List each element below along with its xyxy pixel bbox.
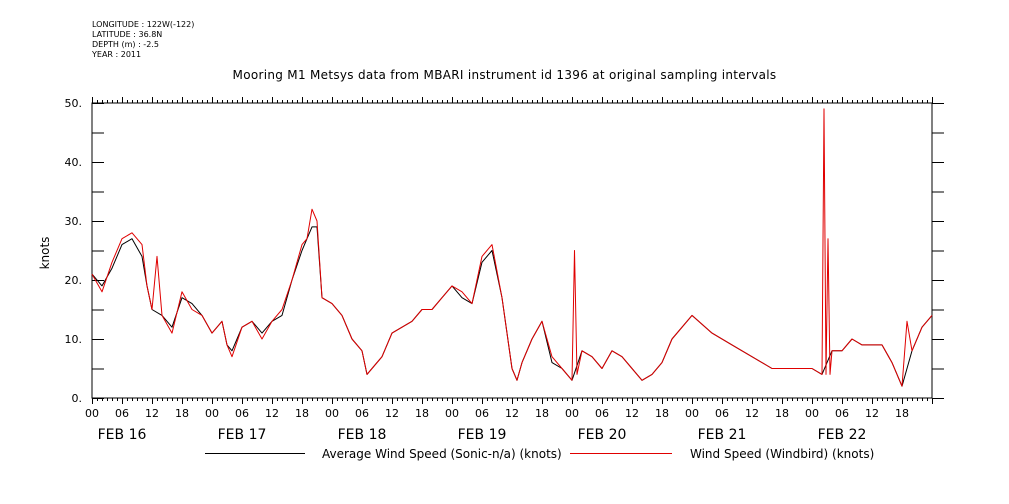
y-tick-label: 20. — [65, 274, 83, 287]
x-tick-label: 12 — [385, 407, 399, 420]
x-tick-label: 12 — [625, 407, 639, 420]
series-line-0 — [91, 226, 933, 387]
x-tick-label: 18 — [535, 407, 549, 420]
plot-axes: 00 06 12 18 00 06 12 18 00 06 12 18 00 06 12 18 00 06 12 18… — [65, 97, 944, 443]
chart-title: Mooring M1 Metsys data from MBARI instru… — [232, 68, 777, 82]
plot-frame — [91, 102, 933, 399]
x-tick-label: 18 — [175, 407, 189, 420]
x-day-label: FEB 18 — [338, 427, 387, 443]
plot-lines — [91, 108, 933, 387]
x-tick-label: 12 — [145, 407, 159, 420]
legend-label-1: Wind Speed (Windbird) (knots) — [690, 447, 874, 461]
x-day-label: FEB 20 — [578, 427, 627, 443]
series-line-1 — [91, 108, 933, 387]
x-tick-label: 00 — [85, 407, 99, 420]
x-day-label: FEB 19 — [458, 427, 507, 443]
y-tick-label: 50. — [65, 97, 83, 110]
x-tick-label: 18 — [895, 407, 909, 420]
x-day-label: FEB 21 — [698, 427, 747, 443]
x-day-label: FEB 17 — [218, 427, 267, 443]
x-tick-label: 06 — [595, 407, 609, 420]
x-tick-label: 12 — [265, 407, 279, 420]
x-tick-label: 06 — [835, 407, 849, 420]
x-tick-label: 00 — [685, 407, 699, 420]
x-tick-label: 12 — [865, 407, 879, 420]
legend-label-0: Average Wind Speed (Sonic-n/a) (knots) — [322, 447, 562, 461]
x-tick-label: 00 — [325, 407, 339, 420]
x-tick-label: 00 — [445, 407, 459, 420]
latitude-text: LATITUDE : 36.8N — [92, 30, 163, 39]
x-tick-label: 06 — [355, 407, 369, 420]
x-tick-label: 18 — [415, 407, 429, 420]
x-tick-label: 18 — [655, 407, 669, 420]
x-day-label: FEB 22 — [818, 427, 867, 443]
metadata-block: LONGITUDE : 122W(-122) LATITUDE : 36.8N … — [92, 20, 194, 60]
x-tick-label: 06 — [715, 407, 729, 420]
year-text: YEAR : 2011 — [92, 50, 142, 59]
y-axis-label: knots — [38, 237, 52, 270]
x-tick-label: 06 — [475, 407, 489, 420]
x-day-label: FEB 16 — [98, 427, 147, 443]
x-tick-label: 00 — [205, 407, 219, 420]
y-tick-label: 0. — [72, 392, 83, 405]
legend: Average Wind Speed (Sonic-n/a) (knots) Wi… — [205, 447, 874, 461]
y-tick-label: 30. — [65, 215, 83, 228]
y-tick-label: 10. — [65, 333, 83, 346]
x-tick-label: 12 — [745, 407, 759, 420]
longitude-text: LONGITUDE : 122W(-122) — [92, 20, 195, 29]
x-tick-label: 18 — [295, 407, 309, 420]
x-tick-label: 06 — [235, 407, 249, 420]
x-tick-label: 06 — [115, 407, 129, 420]
x-tick-label: 18 — [775, 407, 789, 420]
depth-text: DEPTH (m) : -2.5 — [92, 40, 159, 49]
y-tick-label: 40. — [65, 156, 83, 169]
x-tick-label: 12 — [505, 407, 519, 420]
x-tick-label: 00 — [565, 407, 579, 420]
x-tick-label: 00 — [805, 407, 819, 420]
